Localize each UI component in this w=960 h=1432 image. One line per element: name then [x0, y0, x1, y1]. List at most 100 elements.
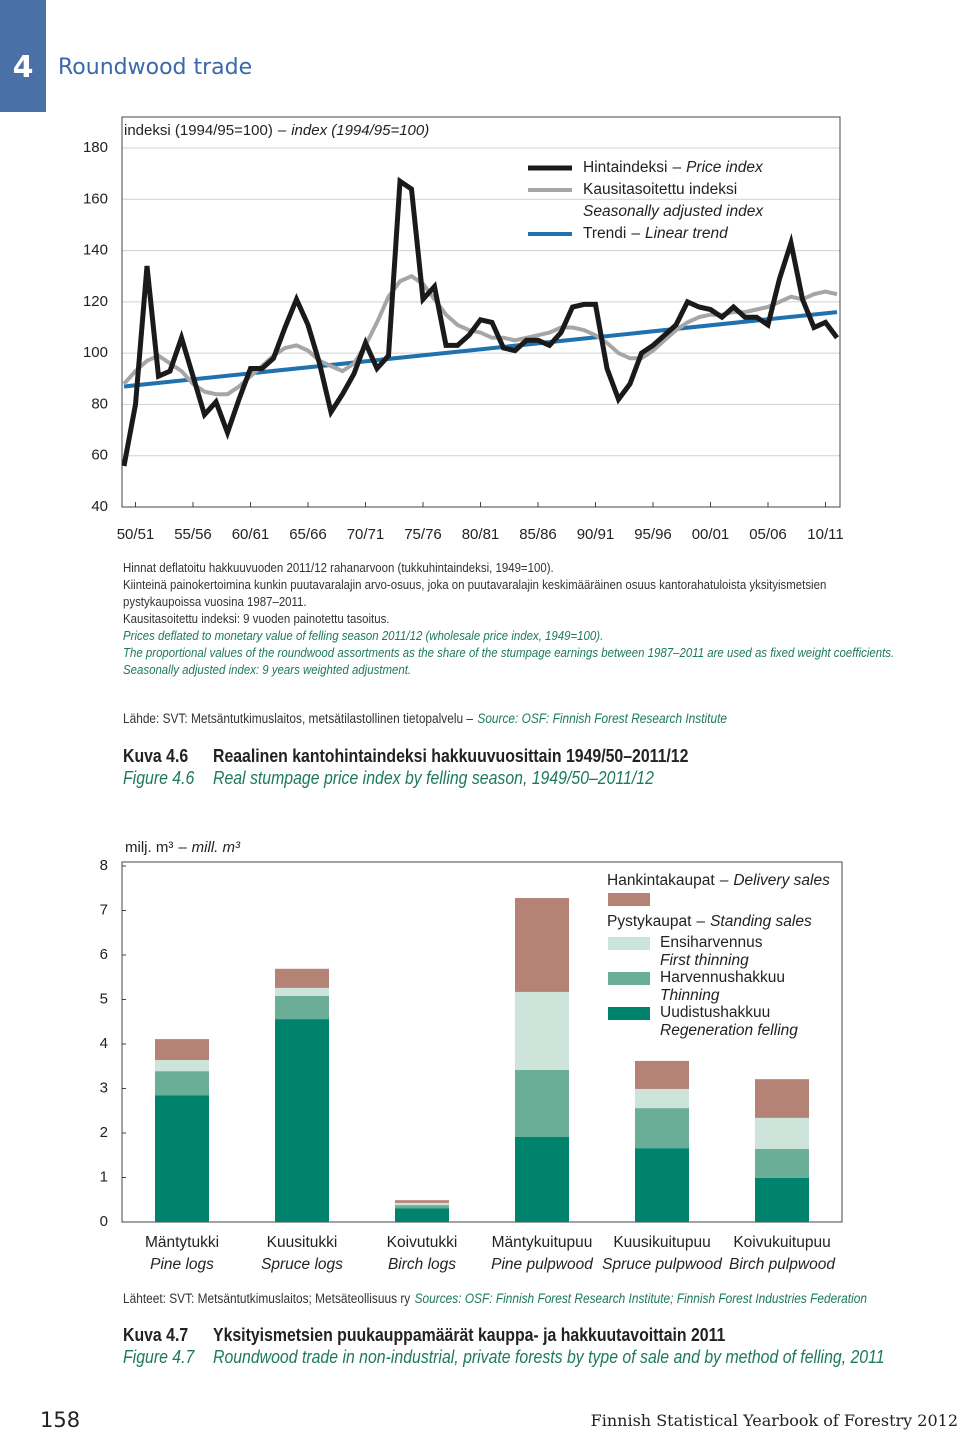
bar-segment [275, 968, 329, 988]
plot-frame [121, 861, 843, 1223]
x-tick-label-en: Spruce pulpwood [602, 1256, 723, 1273]
legend-swatch [608, 893, 650, 906]
notes: Hinnat deflatoitu hakkuuvuoden 2011/12 r… [123, 559, 906, 678]
legend-heading-en: Delivery sales [733, 872, 830, 889]
y-tick-label: 40 [91, 498, 108, 515]
y-tick-label: 3 [100, 1079, 108, 1096]
bar-segment [155, 1095, 209, 1222]
y-axis-label-en: mill. m³ [192, 839, 241, 856]
note: Kausitasoitettu indeksi: 9 vuoden painot… [123, 611, 390, 626]
legend-label: Ensiharvennus [660, 934, 763, 951]
caption-title: Yksityismetsien puukauppamäärät kauppa- … [213, 1325, 726, 1345]
bar-segment [155, 1071, 209, 1096]
y-tick-label: 1 [100, 1168, 108, 1185]
legend-label-sep: – [631, 225, 640, 242]
x-tick-label: Kuusikuitupuu [613, 1234, 710, 1251]
x-tick-label: 95/96 [634, 526, 672, 543]
y-tick-label: 7 [100, 901, 108, 918]
bar-segment [275, 987, 329, 996]
y-tick-label: 4 [100, 1035, 108, 1052]
legend-label-en: Seasonally adjusted index [583, 203, 764, 220]
bar-segment [755, 1117, 809, 1150]
chapter-number: 4 [12, 50, 34, 85]
bar-segment [275, 995, 329, 1020]
y-tick-label: 60 [91, 447, 108, 464]
y-axis-label-en: index (1994/95=100) [291, 122, 429, 139]
legend-label: Harvennushakkuu [660, 969, 785, 986]
bar-segment [635, 1088, 689, 1109]
legend-swatch [608, 937, 650, 950]
y-tick-label: 140 [83, 242, 108, 259]
bar-segment [515, 898, 569, 992]
y-tick-label: 180 [83, 139, 108, 156]
legend-label: Uudistushakkuu [660, 1004, 770, 1021]
legend-label-en: Regeneration felling [660, 1022, 798, 1039]
publication: Finnish Statistical Yearbook of Forestry… [590, 1411, 958, 1430]
source-fi: Lähde: SVT: Metsäntutkimuslaitos, metsät… [123, 711, 473, 726]
bar-segment [755, 1177, 809, 1222]
legend-heading-sep: – [720, 872, 729, 889]
source: Lähteet: SVT: Metsäntutkimuslaitos; Mets… [123, 1291, 867, 1306]
legend-label-en: Linear trend [645, 225, 729, 242]
x-tick-label-en: Birch pulpwood [729, 1256, 836, 1273]
x-tick-label: Mäntykuitupuu [492, 1234, 593, 1251]
bar-segment [635, 1108, 689, 1149]
legend-label: Kausitasoitettu indeksi [583, 181, 737, 198]
x-tick-label-en: Pine logs [150, 1256, 214, 1273]
y-axis-label: milj. m³ – mill. m³ [125, 839, 241, 856]
source: Lähde: SVT: Metsäntutkimuslaitos, metsät… [123, 711, 727, 726]
series-line [121, 176, 840, 467]
caption-label-en: Figure 4.7 [123, 1347, 195, 1367]
legend-swatch [608, 1007, 650, 1020]
caption-title-en: Real stumpage price index by felling sea… [213, 768, 654, 788]
legend-label-sep: – [672, 159, 681, 176]
y-axis-label-sep: – [278, 122, 287, 139]
caption-title: Reaalinen kantohintaindeksi hakkuuvuosit… [213, 746, 689, 766]
caption-label-en: Figure 4.6 [123, 768, 195, 788]
bar-segment [155, 1039, 209, 1061]
x-tick-label: Kuusitukki [267, 1234, 338, 1251]
bar-segment [275, 1019, 329, 1222]
bar-segment [395, 1200, 449, 1203]
caption-label: Kuva 4.7 [123, 1325, 189, 1345]
legend-label-en: Thinning [660, 987, 720, 1004]
x-tick-label: 60/61 [232, 526, 270, 543]
note-en: Seasonally adjusted index: 9 years weigh… [123, 662, 412, 677]
legend-label: Hintaindeksi – Price index [583, 159, 764, 176]
note-en: The proportional values of the roundwood… [123, 645, 895, 660]
y-axis-label-fi: milj. m³ [125, 839, 173, 856]
note: Hinnat deflatoitu hakkuuvuoden 2011/12 r… [123, 560, 554, 575]
x-tick-label: 50/51 [117, 526, 155, 543]
bar-segment [395, 1202, 449, 1206]
x-tick-label: 00/01 [692, 526, 730, 543]
bar-segment [395, 1208, 449, 1222]
y-tick-label: 80 [91, 395, 108, 412]
series-line [123, 310, 838, 389]
legend-swatch [608, 972, 650, 985]
legend-heading: Hankintakaupat – Delivery sales [607, 872, 830, 889]
x-tick-label: 55/56 [174, 526, 212, 543]
x-tick-label: Koivukuitupuu [733, 1234, 830, 1251]
y-tick-label: 6 [100, 946, 108, 963]
y-tick-label: 5 [100, 990, 108, 1007]
bar-segment [155, 1060, 209, 1072]
legend-heading-fi: Hankintakaupat [607, 872, 715, 889]
legend-heading: Pystykaupat – Standing sales [607, 913, 812, 930]
note: Kiinteinä painokertoimina kunkin puutava… [123, 577, 827, 609]
y-tick-label: 8 [100, 857, 108, 874]
x-tick-label: 85/86 [519, 526, 557, 543]
x-tick-label: 75/76 [404, 526, 442, 543]
x-tick-label: Koivutukki [387, 1234, 458, 1251]
y-axis-label: indeksi (1994/95=100) – index (1994/95=100… [124, 122, 429, 139]
bar-segment [395, 1205, 449, 1209]
x-tick-label: 05/06 [749, 526, 787, 543]
source-en: Sources: OSF: Finnish Forest Research In… [414, 1291, 867, 1306]
y-tick-label: 160 [83, 190, 108, 207]
bar-segment [635, 1060, 689, 1089]
x-tick-label-en: Spruce logs [261, 1256, 343, 1273]
legend-heading-fi: Pystykaupat [607, 913, 692, 930]
bar-segment [755, 1149, 809, 1178]
x-tick-label: 90/91 [577, 526, 615, 543]
